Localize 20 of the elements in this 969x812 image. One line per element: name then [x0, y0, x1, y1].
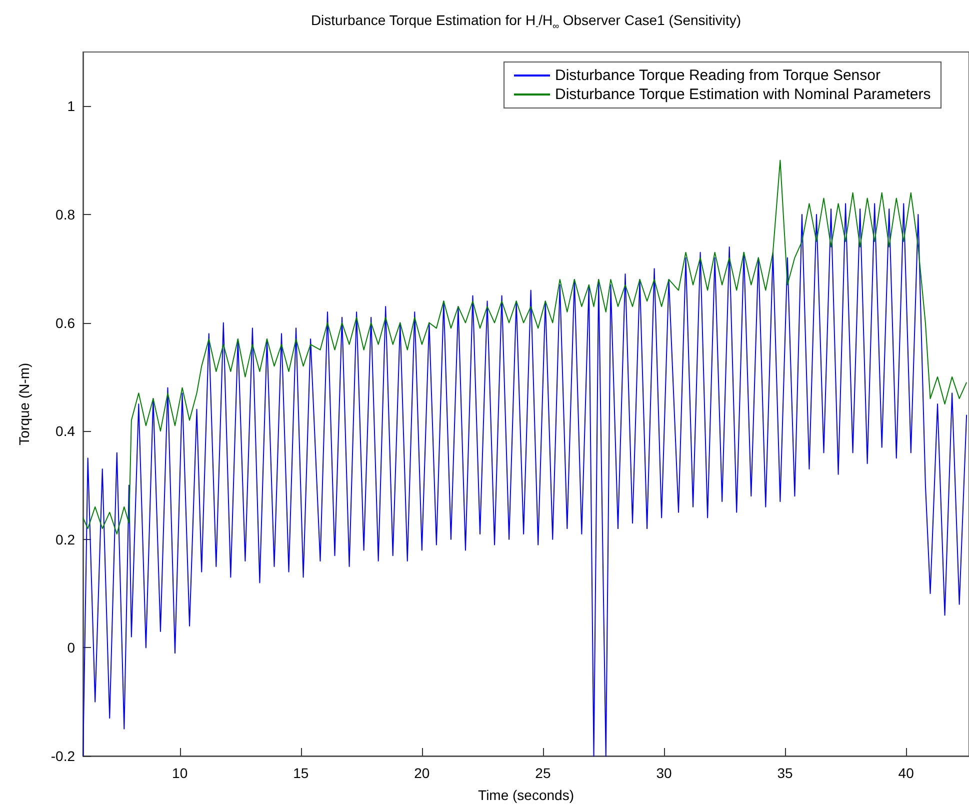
- y-axis-title: Torque (N-m): [16, 362, 32, 446]
- x-tick-label: 20: [414, 765, 430, 781]
- x-axis-title: Time (seconds): [478, 787, 574, 803]
- y-tick-label: 0.2: [56, 531, 76, 548]
- x-tick-label: 40: [898, 765, 914, 781]
- y-tick-label: 0.4: [56, 423, 76, 440]
- y-tick-label: 1: [67, 98, 76, 114]
- x-tick-label: 25: [535, 765, 551, 781]
- x-tick-label: 10: [172, 765, 188, 781]
- x-tick-label: 30: [656, 765, 672, 781]
- x-tick-label: 15: [293, 765, 309, 781]
- legend-label: Disturbance Torque Estimation with Nominal Parameters: [555, 86, 931, 103]
- y-tick-label: 0.6: [56, 314, 76, 331]
- y-tick-label: 0: [67, 640, 76, 656]
- line-series: [82, 160, 968, 534]
- y-tick-label: -0.2: [50, 748, 76, 764]
- chart-title: Disturbance Torque Estimation for H$_{-}$/H$_{∞}$ Observer Case1 (Sensitivity): [310, 12, 742, 31]
- x-tick-label: 35: [777, 765, 794, 781]
- y-tick-label: 0.8: [56, 206, 76, 222]
- legend-label: Disturbance Torque Reading from Torque Sensor: [555, 67, 880, 84]
